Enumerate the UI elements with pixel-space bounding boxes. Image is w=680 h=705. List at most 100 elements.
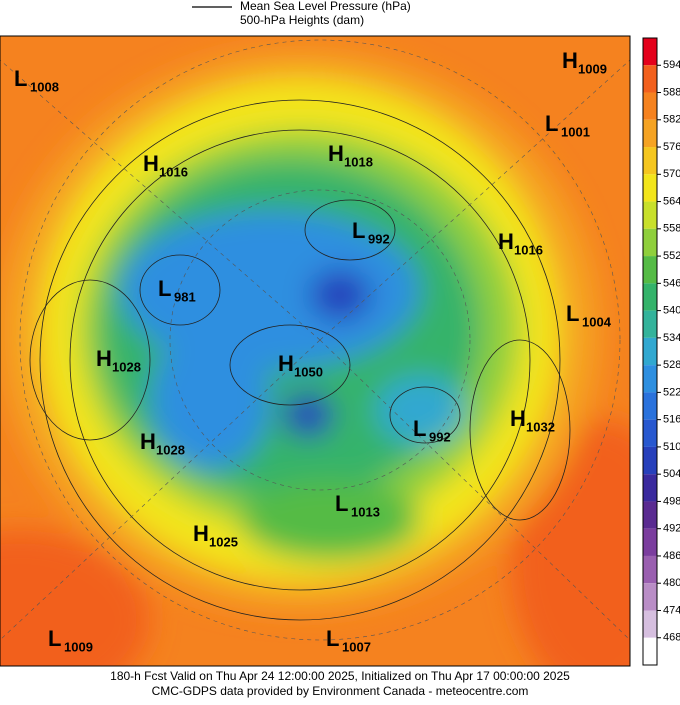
field (0, 530, 150, 666)
colorbar-label: 570 (663, 168, 680, 180)
center-letter: L (326, 626, 339, 651)
center-value: 992 (429, 429, 451, 444)
colorbar-label: 486 (663, 550, 680, 562)
colorbar-label: 576 (663, 141, 680, 153)
colorbar-cell (643, 528, 657, 556)
isobar (139, 254, 221, 326)
center-letter: H (498, 229, 514, 254)
center-value: 1009 (64, 639, 93, 654)
field (240, 480, 420, 560)
colorbar-label: 546 (663, 277, 680, 289)
field (375, 375, 465, 445)
colorbar-label: 474 (663, 604, 680, 616)
height-field (0, 50, 630, 666)
field (150, 330, 270, 470)
center-letter: L (545, 111, 558, 136)
center-value: 1009 (578, 61, 607, 76)
center-letter: L (352, 218, 365, 243)
colorbar-label: 582 (663, 114, 680, 126)
colorbar-label: 540 (663, 305, 680, 317)
center-letter: H (510, 406, 526, 431)
graticule (0, 39, 630, 641)
center-value: 1050 (294, 364, 323, 379)
isobar (39, 99, 561, 621)
field (310, 270, 370, 320)
isobar (304, 199, 396, 261)
center-value: 1016 (514, 242, 543, 257)
colorbar-cell (643, 446, 657, 475)
colorbar-label: 480 (663, 577, 680, 589)
colorbar-label: 552 (663, 250, 680, 262)
colorbar-label: 528 (663, 359, 680, 371)
colorbar-cell (643, 174, 657, 202)
colorbar-label: 468 (663, 632, 680, 644)
isobars (29, 99, 571, 621)
colorbar-cell (643, 119, 657, 148)
center-value: 992 (368, 231, 390, 246)
colorbar-label: 588 (663, 86, 680, 98)
colorbar-cell (643, 337, 657, 366)
colorbar-label: 492 (663, 523, 680, 535)
legend-text: Mean Sea Level Pressure (hPa) (240, 0, 411, 13)
footer-text: 180-h Fcst Valid on Thu Apr 24 12:00:00 … (110, 669, 570, 683)
map-frame (0, 35, 631, 667)
colorbar-label: 504 (663, 468, 680, 480)
center-letter: H (193, 521, 209, 546)
isobar (469, 339, 571, 521)
isobar (229, 324, 351, 406)
center-value: 1028 (112, 359, 141, 374)
center-value: 1004 (582, 314, 612, 329)
colorbar-label: 594 (663, 59, 680, 71)
meridian (319, 59, 630, 341)
colorbar-cell (643, 310, 657, 338)
latitude (19, 39, 621, 641)
center-letter: L (14, 66, 27, 91)
colorbar-label: 498 (663, 495, 680, 507)
colorbar-cell (643, 92, 657, 120)
center-value: 1008 (30, 79, 59, 94)
colorbar-label: 558 (663, 223, 680, 235)
colorbar-cell (643, 65, 657, 93)
colorbar-cell (643, 365, 657, 393)
colorbar-cell (643, 555, 657, 584)
center-value: 1016 (159, 164, 188, 179)
field (283, 393, 333, 437)
colorbar-cell (643, 583, 657, 611)
field (120, 210, 420, 370)
center-letter: H (140, 429, 156, 454)
center-value: 1032 (526, 419, 555, 434)
meridian (0, 59, 321, 341)
colorbar-cell (643, 419, 657, 447)
center-letter: L (158, 276, 171, 301)
colorbar-frame (642, 37, 658, 666)
colorbar-label: 522 (663, 386, 680, 398)
center-letter: L (48, 626, 61, 651)
colorbar-label: 564 (663, 195, 680, 207)
footer-text: CMC-GDPS data provided by Environment Ca… (152, 684, 529, 698)
colorbar-cell (643, 201, 657, 229)
center-value: 1001 (561, 124, 590, 139)
colorbar-cell (643, 228, 657, 257)
meridian (0, 339, 321, 641)
center-value: 981 (174, 289, 196, 304)
center-value: 1018 (344, 154, 373, 169)
center-letter: L (413, 416, 426, 441)
center-value: 1007 (342, 639, 371, 654)
colorbar-label: 510 (663, 441, 680, 453)
isobar (389, 386, 461, 444)
colorbar-label: 516 (663, 414, 680, 426)
colorbar: 594 588 582 576 570 564 558 552 546 540 534 528 522 5… (642, 37, 680, 666)
center-letter: L (566, 301, 579, 326)
center-letter: H (96, 346, 112, 371)
center-letter: L (335, 491, 348, 516)
colorbar-label: 534 (663, 332, 680, 344)
colorbar-cell (643, 610, 657, 638)
colorbar-cell (643, 38, 657, 66)
center-letter: H (328, 141, 344, 166)
colorbar-cell (643, 392, 657, 420)
isobar (29, 279, 151, 441)
center-value: 1025 (209, 534, 238, 549)
